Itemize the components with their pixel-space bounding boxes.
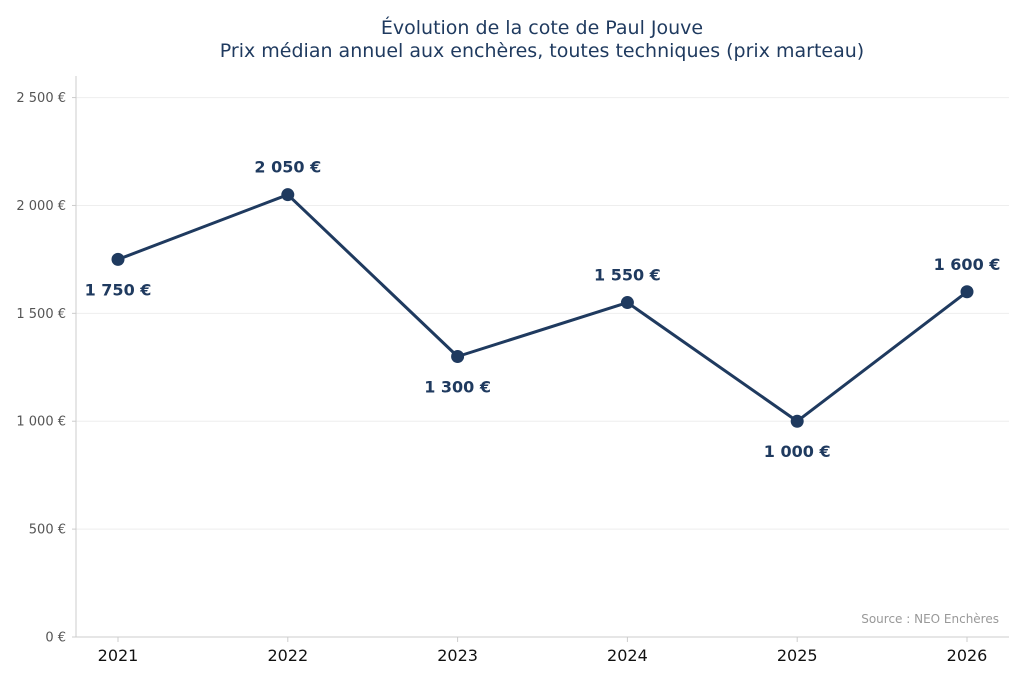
data-label: 2 050 € bbox=[254, 158, 321, 177]
x-tick-label: 2021 bbox=[98, 646, 139, 665]
y-tick-label: 2 000 € bbox=[16, 199, 66, 214]
data-point bbox=[281, 188, 295, 202]
chart-title: Évolution de la cote de Paul Jouve bbox=[381, 16, 703, 39]
y-tick-label: 0 € bbox=[45, 631, 66, 646]
y-tick-label: 2 500 € bbox=[16, 91, 66, 106]
x-tick-labels: 2021 2022 2023 2024 2025 2026 bbox=[98, 637, 988, 665]
y-tick-label: 500 € bbox=[29, 523, 66, 538]
data-label: 1 600 € bbox=[934, 255, 1001, 274]
data-label: 1 750 € bbox=[85, 280, 152, 299]
y-tick-label: 1 000 € bbox=[16, 415, 66, 430]
series-line bbox=[116, 193, 969, 423]
data-points bbox=[111, 188, 974, 428]
source-note: Source : NEO Enchères bbox=[861, 612, 999, 626]
grid-lines bbox=[76, 97, 1009, 530]
x-tick-label: 2025 bbox=[777, 646, 818, 665]
data-point bbox=[960, 285, 974, 299]
x-tick-label: 2022 bbox=[267, 646, 308, 665]
x-tick-label: 2026 bbox=[947, 646, 988, 665]
data-label: 1 000 € bbox=[764, 442, 831, 461]
series-line-path bbox=[116, 193, 969, 423]
y-tick-labels: 0 € 500 € 1 000 € 1 500 € 2 000 € 2 500 € bbox=[16, 91, 76, 646]
data-point bbox=[790, 414, 804, 428]
axes bbox=[75, 76, 1009, 638]
chart-subtitle: Prix médian annuel aux enchères, toutes … bbox=[220, 40, 864, 62]
data-label: 1 300 € bbox=[424, 378, 491, 397]
data-labels: 1 750 € 2 050 € 1 300 € 1 550 € 1 000 € 1 600… bbox=[85, 158, 1001, 462]
data-point bbox=[620, 296, 634, 310]
x-tick-label: 2023 bbox=[437, 646, 478, 665]
data-point bbox=[111, 252, 125, 266]
data-label: 1 550 € bbox=[594, 266, 661, 285]
data-point bbox=[451, 350, 465, 363]
y-tick-label: 1 500 € bbox=[16, 307, 66, 322]
x-tick-label: 2024 bbox=[607, 646, 648, 665]
